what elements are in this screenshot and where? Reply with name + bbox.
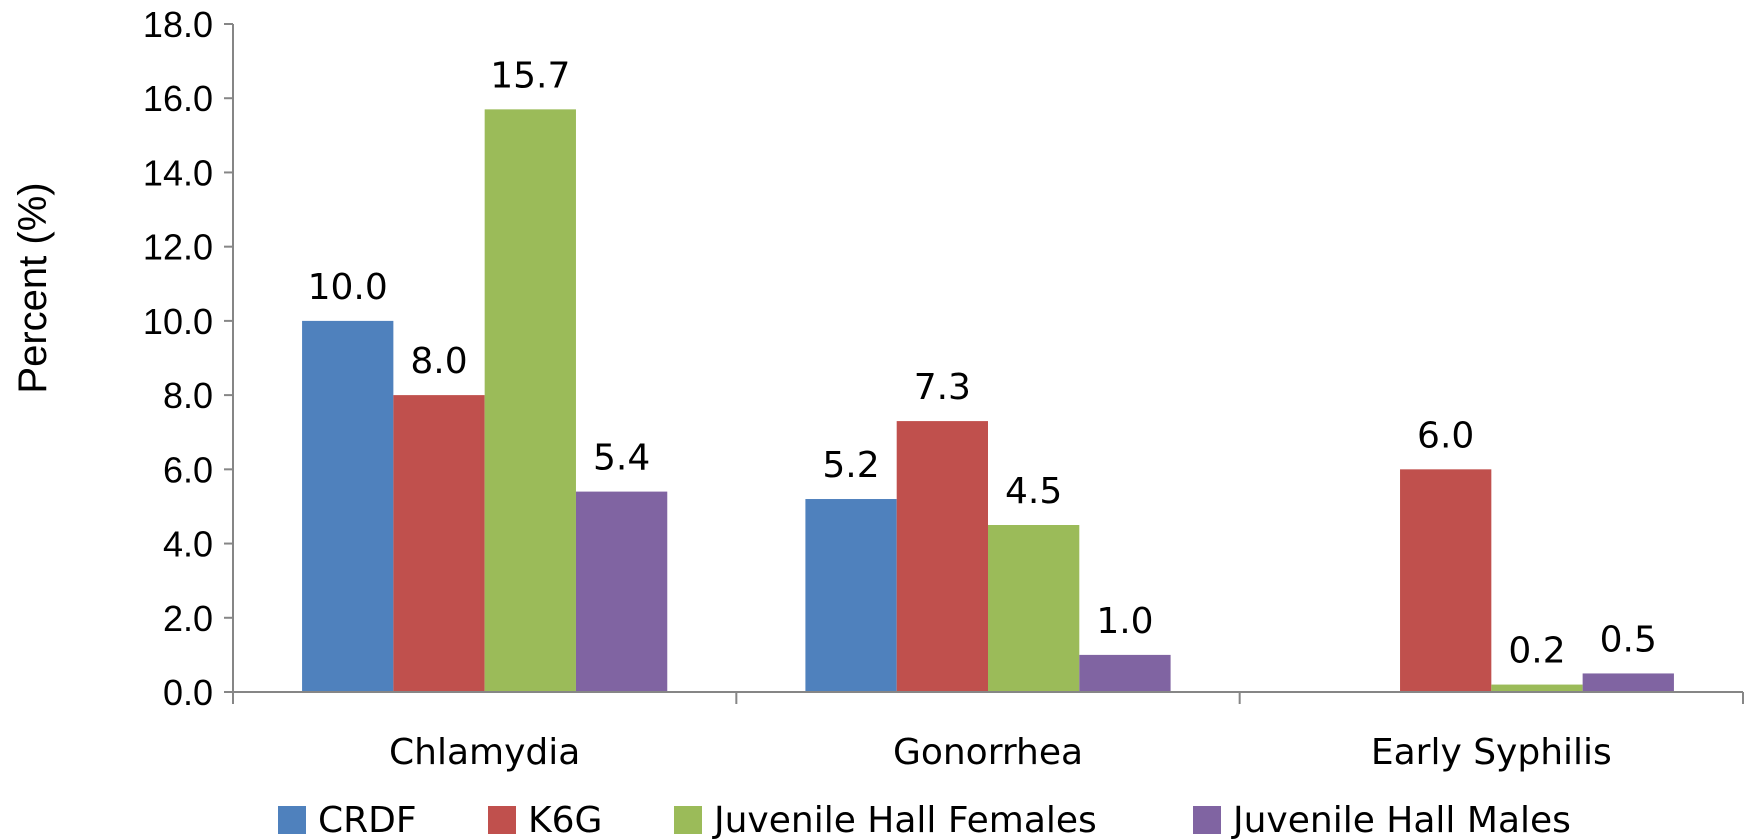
bar-juvenile-hall-males-chlamydia (575, 491, 668, 692)
data-label: 1.0 (1096, 601, 1153, 642)
data-label: 15.7 (490, 55, 570, 96)
bar-juvenile-hall-females-gonorrhea (988, 525, 1080, 692)
data-label: 6.0 (1417, 415, 1474, 456)
y-tick-label: 0.0 (163, 672, 213, 713)
y-tick-label: 16.0 (143, 78, 213, 119)
legend-swatch (488, 806, 516, 834)
bar-juvenile-hall-males-gonorrhea (1079, 654, 1171, 692)
data-label: 10.0 (308, 267, 388, 308)
bar-series-group (302, 109, 1674, 693)
y-axis-ticks: 0.0 2.0 4.0 6.0 8.0 10.0 12.0 14.0 16.0 18.0 (143, 4, 213, 713)
data-label: 5.4 (593, 438, 650, 479)
axes-group (224, 23, 1744, 704)
data-label: 8.0 (410, 341, 467, 382)
data-label: 5.2 (822, 445, 879, 486)
legend-label: Juvenile Hall Females (712, 800, 1097, 840)
category-label: Chlamydia (389, 732, 580, 773)
bar-k6g-gonorrhea (896, 421, 988, 692)
legend-swatch (674, 806, 702, 834)
data-labels-group: 10.0 8.0 15.7 5.4 5.2 7.3 4.5 1.0 6.0 0.2 0.5 (308, 55, 1657, 671)
data-label: 4.5 (1005, 471, 1062, 512)
bar-juvenile-hall-females-chlamydia (484, 109, 576, 693)
legend-label: CRDF (318, 800, 417, 840)
y-tick-label: 6.0 (163, 449, 213, 490)
legend-swatch (278, 806, 306, 834)
bar-k6g-chlamydia (393, 395, 485, 692)
bar-crdf-chlamydia (302, 320, 394, 692)
legend: CRDF K6G Juvenile Hall Females Juvenile Hal… (278, 800, 1571, 840)
y-tick-label: 10.0 (143, 301, 213, 342)
y-axis-title: Percent (%) (11, 182, 55, 393)
y-tick-label: 4.0 (163, 524, 213, 565)
legend-label: K6G (528, 800, 602, 840)
legend-label: Juvenile Hall Males (1231, 800, 1571, 840)
category-label: Gonorrhea (893, 732, 1083, 773)
bar-juvenile-hall-males-early-syphilis (1582, 673, 1674, 692)
y-tick-label: 12.0 (143, 227, 213, 268)
data-label: 7.3 (914, 367, 971, 408)
bar-juvenile-hall-females-early-syphilis (1491, 684, 1583, 692)
data-label: 0.2 (1508, 631, 1565, 672)
data-label: 0.5 (1600, 619, 1657, 660)
y-tick-label: 14.0 (143, 152, 213, 193)
bar-crdf-gonorrhea (805, 499, 897, 692)
category-labels-group: Chlamydia Gonorrhea Early Syphilis (389, 732, 1612, 773)
y-tick-label: 18.0 (143, 4, 213, 45)
category-label: Early Syphilis (1371, 732, 1612, 773)
legend-swatch (1193, 806, 1221, 834)
y-tick-label: 8.0 (163, 375, 213, 416)
bar-k6g-early-syphilis (1400, 469, 1492, 692)
y-tick-label: 2.0 (163, 598, 213, 639)
